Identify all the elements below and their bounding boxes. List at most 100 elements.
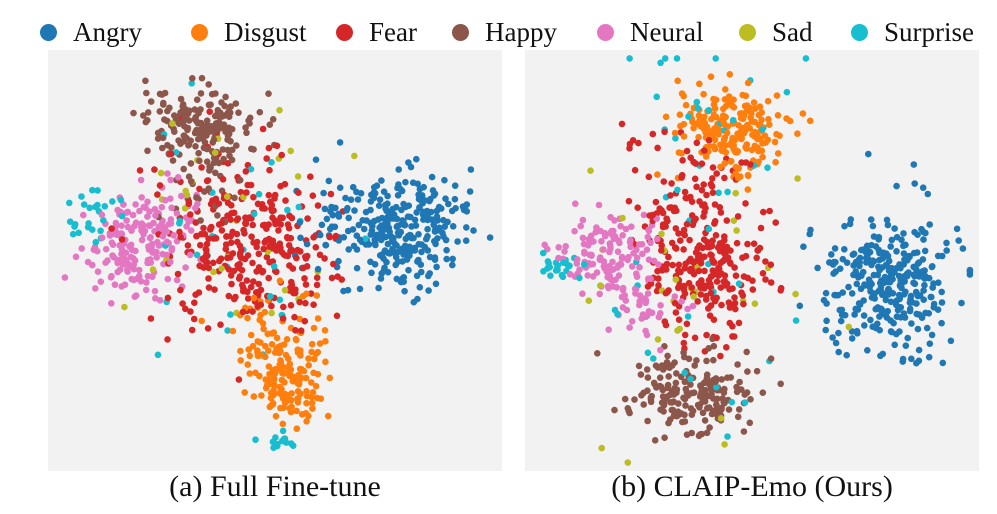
point-happy: [220, 155, 227, 163]
point-angry: [368, 269, 375, 277]
point-surprise: [685, 113, 692, 120]
point-angry: [902, 342, 910, 350]
point-happy: [191, 129, 199, 137]
point-fear: [232, 293, 239, 301]
point-neural: [144, 213, 151, 220]
point-happy: [256, 108, 264, 116]
point-neural: [140, 231, 147, 238]
point-neural: [153, 254, 160, 261]
point-disgust: [198, 317, 205, 325]
point-sad: [211, 149, 219, 156]
point-happy: [720, 398, 727, 406]
point-disgust: [288, 390, 295, 397]
point-fear: [258, 201, 266, 208]
point-neural: [616, 239, 623, 247]
point-sad: [169, 120, 176, 127]
point-neural: [579, 216, 587, 224]
point-fear: [658, 247, 665, 254]
point-disgust: [293, 336, 300, 344]
point-happy: [638, 392, 645, 399]
point-fear: [286, 262, 293, 269]
point-fear: [229, 250, 237, 257]
point-angry: [939, 359, 947, 367]
point-angry: [852, 305, 859, 313]
point-neural: [647, 239, 654, 247]
point-neural: [167, 195, 174, 202]
point-disgust: [774, 112, 782, 119]
point-fear: [136, 167, 144, 174]
point-neural: [137, 176, 145, 184]
point-neural: [562, 243, 569, 250]
point-angry: [872, 243, 880, 250]
point-fear: [733, 239, 741, 247]
point-sad: [585, 297, 593, 304]
point-angry: [848, 290, 856, 297]
point-fear: [695, 280, 703, 288]
point-surprise: [75, 229, 82, 237]
point-disgust: [302, 374, 310, 382]
point-angry: [930, 300, 938, 308]
point-angry: [920, 296, 927, 303]
point-disgust: [743, 102, 751, 109]
point-fear: [176, 228, 183, 236]
point-disgust: [279, 420, 287, 428]
point-surprise: [672, 135, 679, 142]
point-fear: [677, 237, 684, 244]
point-neural: [146, 234, 154, 242]
point-angry: [335, 213, 343, 220]
point-fear: [729, 301, 736, 309]
point-surprise: [69, 230, 77, 238]
point-surprise: [295, 203, 303, 211]
point-fear: [658, 242, 665, 249]
point-fear: [216, 257, 223, 265]
point-angry: [344, 204, 351, 212]
point-disgust: [283, 336, 291, 343]
point-sad: [149, 266, 157, 273]
point-fear: [726, 286, 733, 293]
point-happy: [212, 169, 219, 177]
point-neural: [72, 253, 80, 261]
point-disgust: [257, 339, 264, 346]
point-fear: [205, 235, 212, 243]
point-angry: [891, 341, 898, 349]
point-fear: [282, 252, 289, 259]
point-neural: [596, 254, 604, 261]
point-surprise: [247, 165, 255, 173]
point-fear: [703, 331, 710, 339]
point-happy: [637, 371, 645, 378]
point-surprise: [705, 225, 713, 233]
point-fear: [284, 234, 291, 242]
point-happy: [744, 368, 751, 375]
point-disgust: [721, 134, 729, 141]
point-fear: [210, 235, 217, 242]
point-surprise: [673, 55, 681, 62]
point-sad: [587, 167, 594, 174]
point-fear: [227, 239, 235, 246]
point-angry: [340, 234, 348, 241]
point-fear: [682, 194, 689, 202]
point-happy: [187, 178, 195, 185]
point-surprise: [741, 399, 749, 406]
point-happy: [671, 359, 678, 366]
point-neural: [183, 223, 190, 230]
point-happy: [669, 406, 677, 414]
point-neural: [127, 262, 135, 270]
point-angry: [424, 225, 431, 233]
point-angry: [441, 176, 448, 184]
point-fear: [275, 227, 282, 234]
point-fear: [661, 128, 668, 136]
point-disgust: [285, 396, 292, 404]
point-fear: [681, 282, 688, 290]
point-happy: [175, 120, 183, 127]
point-angry: [832, 339, 840, 347]
point-surprise: [792, 317, 800, 324]
point-disgust: [269, 401, 276, 408]
point-disgust: [662, 113, 670, 121]
point-fear: [701, 267, 708, 275]
caption-b: (b) CLAIP-Emo (Ours): [611, 470, 893, 503]
point-surprise: [712, 55, 719, 62]
point-angry: [908, 355, 915, 363]
point-disgust: [268, 341, 276, 348]
point-angry: [858, 272, 865, 279]
point-happy: [215, 159, 223, 167]
